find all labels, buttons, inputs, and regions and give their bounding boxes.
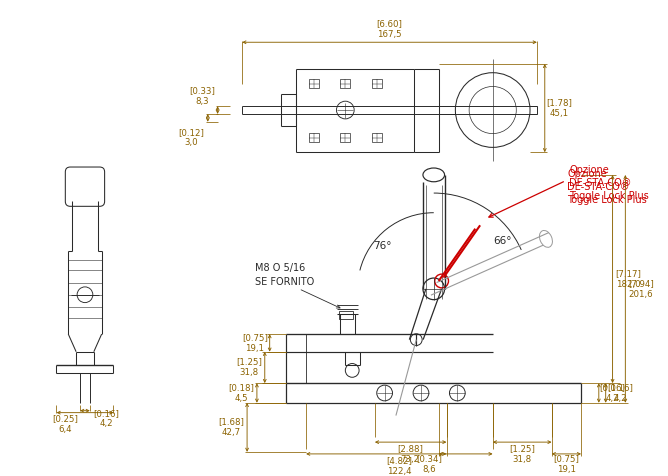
Text: M8 O 5/16
SE FORNITO: M8 O 5/16 SE FORNITO bbox=[255, 263, 314, 287]
Text: [0.16]
4,2: [0.16] 4,2 bbox=[600, 383, 625, 403]
Text: [0.16]
4,2: [0.16] 4,2 bbox=[607, 383, 633, 403]
Bar bbox=[339, 311, 353, 319]
Bar bbox=[372, 133, 381, 142]
Text: Opzione
DE-STA-CO®
Toggle Lock Plus: Opzione DE-STA-CO® Toggle Lock Plus bbox=[567, 169, 647, 205]
Text: [2.88]
73,2: [2.88] 73,2 bbox=[397, 444, 423, 464]
Text: [0.33]
8,3: [0.33] 8,3 bbox=[189, 87, 215, 106]
Text: 76°: 76° bbox=[373, 241, 392, 251]
Text: [7.94]
201,6: [7.94] 201,6 bbox=[628, 279, 654, 299]
Bar bbox=[309, 133, 319, 142]
Text: [0.16]
4,2: [0.16] 4,2 bbox=[94, 409, 120, 428]
Text: [0.18]
4,5: [0.18] 4,5 bbox=[228, 383, 254, 403]
Text: [0.25]
6,4: [0.25] 6,4 bbox=[52, 415, 78, 434]
Text: [1.68]
42,7: [1.68] 42,7 bbox=[218, 417, 244, 437]
Bar bbox=[309, 79, 319, 89]
Bar bbox=[372, 79, 381, 89]
Bar bbox=[341, 133, 350, 142]
Bar bbox=[341, 79, 350, 89]
Text: [0.75]
19,1: [0.75] 19,1 bbox=[242, 333, 268, 353]
Text: [0.75]
19,1: [0.75] 19,1 bbox=[554, 454, 579, 474]
Text: [0.12]
3,0: [0.12] 3,0 bbox=[178, 128, 204, 148]
Text: [1.25]
31,8: [1.25] 31,8 bbox=[236, 357, 262, 377]
Text: [1.25]
31,8: [1.25] 31,8 bbox=[509, 444, 535, 464]
Text: [4.82]
122,4: [4.82] 122,4 bbox=[386, 456, 412, 476]
Text: [7.17]
182,0: [7.17] 182,0 bbox=[615, 269, 641, 289]
Text: 66°: 66° bbox=[493, 236, 512, 246]
Text: Opzione
DE-STA-CO®
Toggle Lock Plus: Opzione DE-STA-CO® Toggle Lock Plus bbox=[569, 165, 649, 201]
Text: [6.60]
167,5: [6.60] 167,5 bbox=[377, 20, 403, 40]
Text: [1.78]
45,1: [1.78] 45,1 bbox=[546, 98, 572, 118]
Text: [0.34]
8,6: [0.34] 8,6 bbox=[416, 454, 442, 474]
